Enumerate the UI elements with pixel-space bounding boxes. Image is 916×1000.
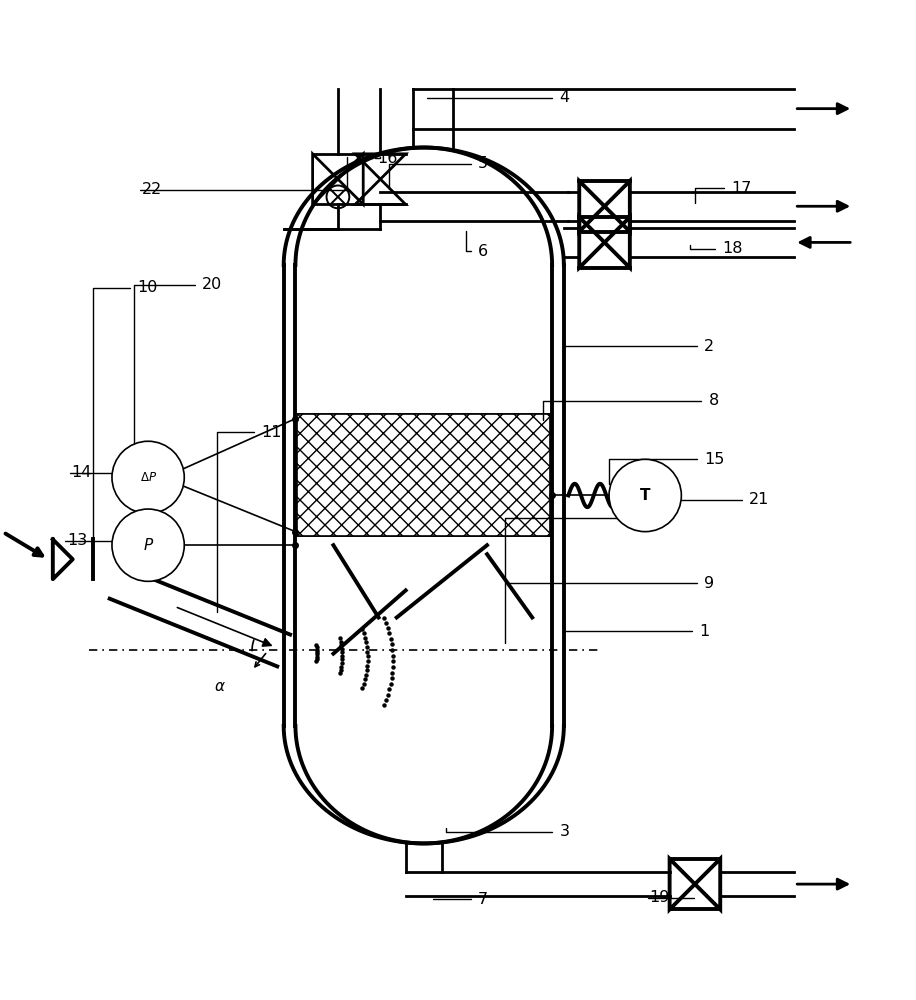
Bar xyxy=(298,414,551,536)
Text: 6: 6 xyxy=(478,244,488,259)
Text: 12: 12 xyxy=(627,511,648,526)
Text: 14: 14 xyxy=(71,465,92,480)
Text: 3: 3 xyxy=(560,824,570,839)
Text: 5: 5 xyxy=(478,156,488,171)
Text: $P$: $P$ xyxy=(143,537,154,553)
Text: T: T xyxy=(640,488,650,503)
Text: 20: 20 xyxy=(202,277,223,292)
Text: 2: 2 xyxy=(704,339,714,354)
Text: 18: 18 xyxy=(722,241,743,256)
Text: 22: 22 xyxy=(142,182,162,197)
Text: 1: 1 xyxy=(700,624,710,639)
Text: 10: 10 xyxy=(137,280,158,295)
Circle shape xyxy=(112,509,184,581)
Text: $\alpha$: $\alpha$ xyxy=(214,679,226,694)
Text: $\Delta P$: $\Delta P$ xyxy=(139,471,157,484)
Text: 19: 19 xyxy=(649,890,671,905)
Text: 11: 11 xyxy=(261,425,281,440)
Text: 9: 9 xyxy=(704,576,714,591)
Text: 8: 8 xyxy=(708,393,719,408)
Text: 7: 7 xyxy=(478,892,488,907)
Text: 21: 21 xyxy=(749,492,769,508)
Text: 4: 4 xyxy=(560,90,570,105)
Bar xyxy=(298,414,551,536)
Text: 13: 13 xyxy=(67,533,87,548)
Text: 16: 16 xyxy=(376,151,398,166)
Circle shape xyxy=(609,459,682,532)
Text: 17: 17 xyxy=(731,181,751,196)
Circle shape xyxy=(112,441,184,514)
Text: 15: 15 xyxy=(704,452,725,467)
